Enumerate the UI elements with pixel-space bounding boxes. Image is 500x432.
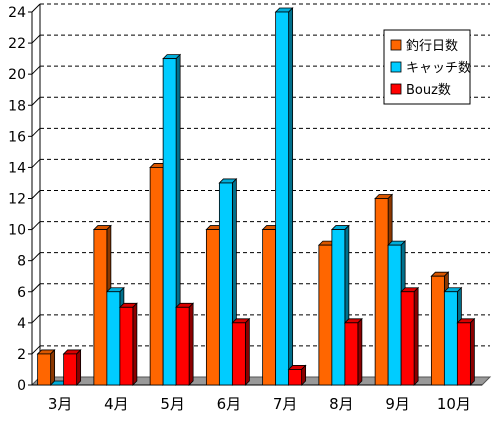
bar-side [50,348,56,386]
x-tick-label: 10月 [437,395,471,413]
bar [344,322,359,386]
x-tick-label: 3月 [48,395,73,413]
x-tick-label: 6月 [217,395,242,413]
bar [175,306,190,386]
y-tick-label: 4 [17,316,26,332]
legend-label: キャッチ数 [406,61,471,76]
bar [400,291,415,386]
bar [262,229,277,386]
x-tick-label: 4月 [104,395,129,413]
bar-side [76,348,82,386]
gridline-side [31,252,41,262]
y-tick-label: 0 [17,378,26,394]
gridline-side [31,96,41,106]
bar-side [413,286,419,386]
gridline-side [31,345,41,355]
y-tick-label: 2 [17,347,26,363]
bar [93,229,108,386]
y-tick-label: 22 [8,36,26,52]
bar [430,275,445,386]
bar [318,244,333,386]
y-tick-label: 12 [8,192,26,208]
gridline-side [31,34,41,44]
bar [275,11,290,386]
bar-side [469,317,475,386]
bar-side [188,302,194,386]
bar [63,353,78,386]
bar [162,58,177,386]
gridline-side [31,190,41,199]
x-tick-label: 9月 [385,395,410,413]
y-tick-label: 10 [8,223,26,239]
y-tick-label: 24 [8,5,26,21]
bar [374,198,389,386]
x-tick-label: 7月 [273,395,298,413]
bar [218,182,233,386]
gridline-side [31,3,41,13]
bar [231,322,246,386]
legend-swatch [390,39,402,51]
gridline-side [31,65,41,75]
y-tick-label: 20 [8,67,26,83]
legend-swatch [390,83,402,95]
gridline-side [31,159,41,168]
bar [331,229,346,386]
legend-label: 釣行日数 [406,38,458,54]
bar-side [288,7,294,386]
bar-side [244,317,250,386]
bar [119,306,134,386]
bar [443,291,458,386]
bar-side [132,302,138,386]
y-tick-label: 6 [17,285,26,301]
bar [106,291,121,386]
y-tick-label: 18 [8,98,26,114]
gridline-side [31,283,41,293]
y-tick-label: 16 [8,129,26,145]
bar [456,322,471,386]
bar-side [301,364,307,386]
bar-side [357,317,363,386]
gridline-side [31,127,41,137]
y-tick-label: 14 [8,160,26,176]
bar [205,229,220,386]
x-tick-label: 8月 [329,395,354,413]
gridline-side [31,221,41,230]
bar [149,167,164,386]
x-tick-label: 5月 [160,395,185,413]
legend-swatch [390,61,402,73]
gridline-side [31,314,41,324]
bar [387,244,402,386]
y-tick-label: 8 [17,254,26,270]
bar [37,353,52,386]
legend-label: Bouz数 [406,83,451,98]
bar [288,369,303,386]
